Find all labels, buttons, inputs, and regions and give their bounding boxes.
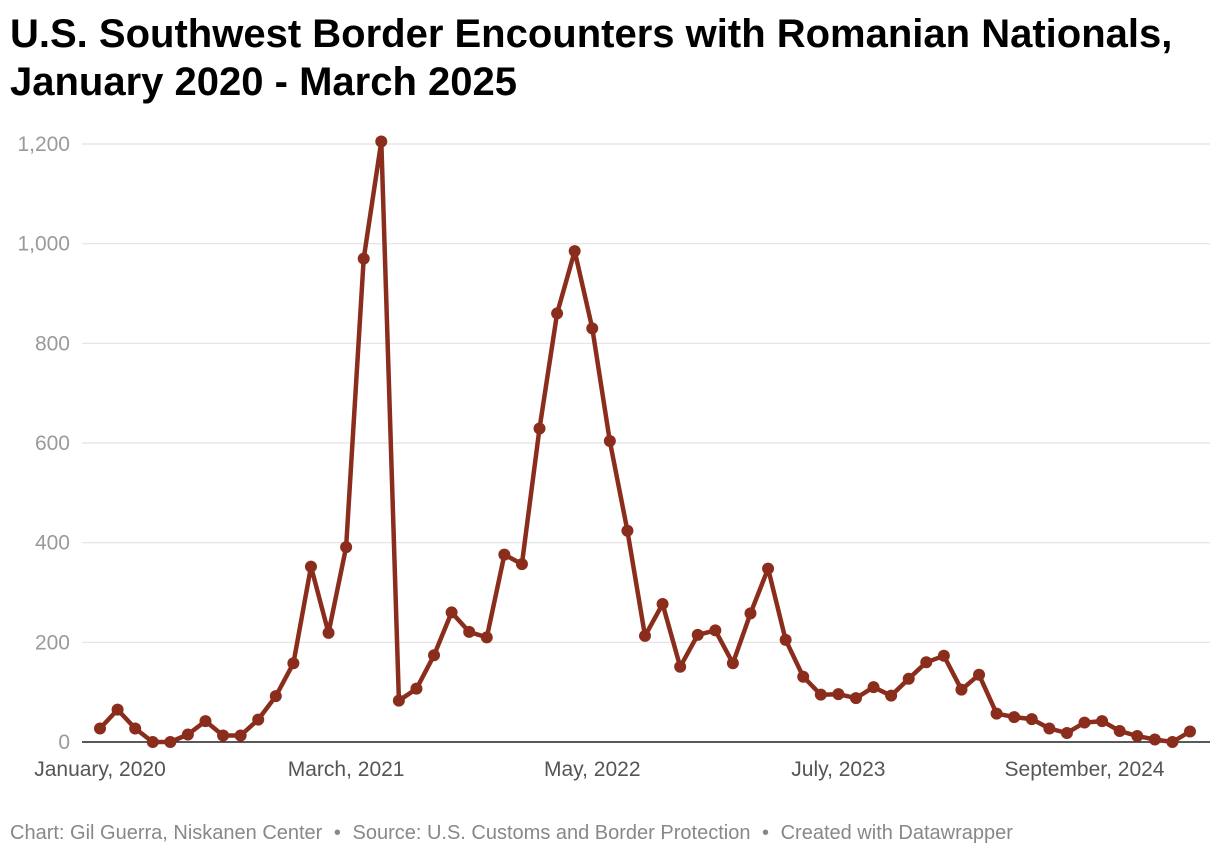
data-point	[252, 713, 265, 726]
gridlines	[82, 143, 1210, 743]
data-point	[849, 692, 862, 705]
data-point	[1008, 711, 1021, 724]
data-point	[287, 657, 300, 670]
data-point	[1043, 722, 1056, 735]
y-tick-label: 800	[35, 332, 70, 355]
data-point	[814, 688, 827, 701]
data-point	[744, 607, 757, 620]
y-tick-label: 1,200	[17, 133, 70, 156]
x-tick-label: March, 2021	[288, 758, 405, 781]
data-point	[1148, 733, 1161, 746]
data-points	[94, 135, 1196, 748]
chart-title: U.S. Southwest Border Encounters with Ro…	[10, 12, 1173, 104]
data-point	[428, 649, 441, 662]
data-point	[199, 715, 212, 728]
data-point	[797, 670, 810, 683]
data-point	[1131, 730, 1144, 743]
data-point	[111, 703, 124, 716]
data-point	[990, 707, 1003, 720]
footer-credit: Chart: Gil Guerra, Niskanen Center	[10, 822, 323, 844]
line-chart: 0 200 400 600 800 1,000 1,200 January, 2020 Mar…	[17, 133, 1210, 781]
data-point	[779, 633, 792, 646]
footer-separator: •	[762, 822, 770, 844]
data-point	[726, 657, 739, 670]
data-point	[1060, 727, 1073, 740]
data-point	[269, 690, 282, 703]
footer-tool: Created with Datawrapper	[780, 822, 1013, 844]
x-tick-label: January, 2020	[34, 758, 166, 781]
data-point	[533, 422, 546, 435]
data-point	[937, 649, 950, 662]
data-point	[885, 689, 898, 702]
y-tick-label: 1,000	[17, 233, 70, 256]
data-point	[1166, 736, 1179, 748]
data-point	[1078, 716, 1091, 729]
y-tick-label: 0	[58, 731, 70, 754]
data-point	[832, 688, 845, 701]
data-point	[902, 672, 915, 685]
y-axis: 0 200 400 600 800 1,000 1,200	[17, 133, 70, 754]
data-point	[955, 683, 968, 696]
data-point	[463, 625, 476, 638]
data-point	[181, 728, 194, 741]
data-point	[217, 729, 230, 742]
data-point	[146, 736, 159, 748]
data-point	[94, 722, 106, 735]
y-tick-label: 200	[35, 631, 70, 654]
series-line-path	[97, 139, 1193, 745]
data-point	[920, 656, 933, 669]
data-point	[973, 668, 986, 681]
data-point	[1025, 713, 1038, 726]
footer-separator: •	[333, 822, 341, 844]
x-tick-label: May, 2022	[544, 758, 641, 781]
data-point	[410, 682, 423, 695]
data-point	[304, 560, 317, 573]
data-point	[357, 252, 370, 265]
footer-source: Source: U.S. Customs and Border Protecti…	[352, 822, 751, 844]
data-point	[1184, 725, 1196, 738]
data-point	[709, 624, 722, 637]
data-point	[1096, 715, 1109, 728]
y-tick-label: 600	[35, 432, 70, 455]
data-point	[691, 628, 704, 641]
x-tick-label: September, 2024	[1005, 758, 1165, 781]
series-line	[97, 139, 1193, 745]
data-point	[1113, 725, 1126, 738]
data-point	[586, 322, 599, 335]
data-point	[129, 722, 142, 735]
data-point	[621, 524, 634, 537]
data-point	[234, 729, 247, 742]
x-axis: January, 2020 March, 2021 May, 2022 July, 2…	[34, 758, 1165, 781]
chart-footer: Chart: Gil Guerra, Niskanen Center • Sou…	[10, 822, 1013, 845]
data-point	[445, 606, 458, 619]
data-point	[480, 631, 493, 644]
data-point	[568, 245, 581, 258]
y-tick-label: 400	[35, 532, 70, 555]
data-point	[322, 626, 335, 639]
data-point	[867, 681, 880, 694]
data-point	[515, 558, 528, 571]
data-point	[375, 135, 388, 148]
data-point	[392, 694, 405, 707]
data-point	[164, 736, 177, 748]
data-point	[639, 629, 651, 642]
data-point	[551, 307, 564, 320]
x-tick-label: July, 2023	[791, 758, 885, 781]
data-point	[498, 548, 511, 561]
data-point	[656, 597, 669, 610]
data-point	[762, 562, 775, 575]
data-point	[603, 435, 616, 448]
data-point	[340, 541, 353, 554]
data-point	[674, 660, 687, 673]
